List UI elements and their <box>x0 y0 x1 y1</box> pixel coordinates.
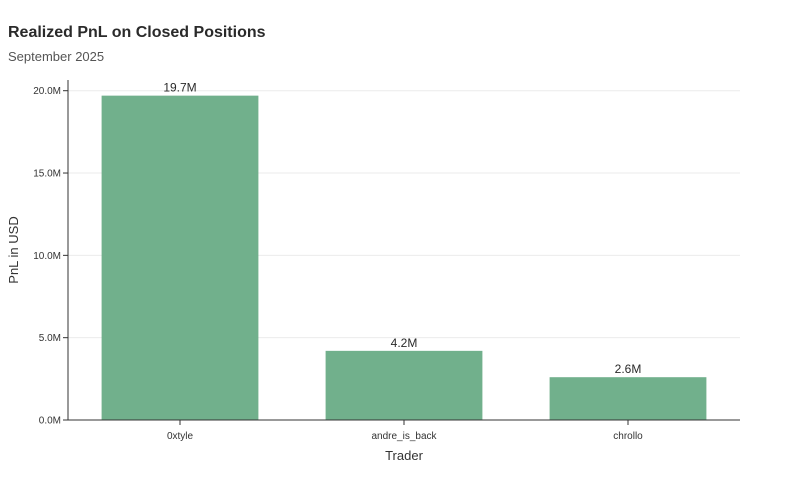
data-label: 2.6M <box>615 362 642 376</box>
x-tick-label: andre_is_back <box>371 431 437 442</box>
y-tick-label: 20.0M <box>33 86 61 97</box>
x-tick-label: chrollo <box>613 431 643 442</box>
y-tick-label: 5.0M <box>39 333 61 344</box>
x-tick-label: 0xtyle <box>167 431 194 442</box>
chart-title: Realized PnL on Closed Positions <box>8 24 266 41</box>
data-label: 19.7M <box>163 81 196 95</box>
bar-andre_is_back[interactable] <box>325 350 483 420</box>
y-axis-title: PnL in USD <box>6 216 21 283</box>
axes: 0.0M 5.0M 10.0M 15.0M 20.0M 0xtyle andre_is_ba… <box>33 80 740 442</box>
data-label: 4.2M <box>391 336 418 350</box>
bar-0xtyle[interactable] <box>101 95 259 420</box>
chart-subtitle: September 2025 <box>8 49 105 64</box>
y-tick-label: 15.0M <box>33 169 61 180</box>
x-axis-title: Trader <box>385 448 423 463</box>
y-tick-label: 10.0M <box>33 251 61 262</box>
bars <box>101 95 707 420</box>
y-tick-label: 0.0M <box>39 416 61 427</box>
bar-chrollo[interactable] <box>549 377 707 420</box>
data-labels: 19.7M 4.2M 2.6M <box>163 81 641 377</box>
